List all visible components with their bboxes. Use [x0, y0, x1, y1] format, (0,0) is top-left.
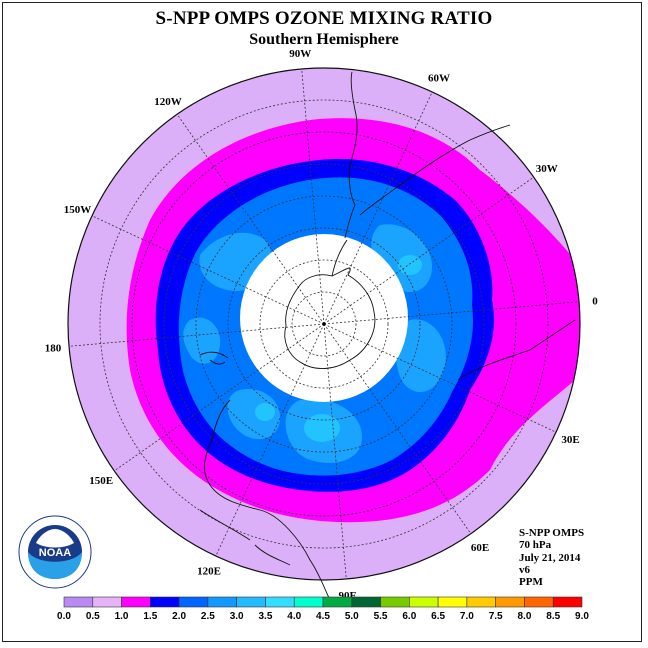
meridian-line	[114, 323, 325, 472]
south-america-coast	[344, 71, 358, 239]
units-label: PPM	[519, 576, 543, 589]
meridian-label: 120W	[154, 96, 182, 108]
south-pole-dot	[322, 322, 326, 326]
meridian-label: 30E	[561, 434, 579, 446]
meridian-label: 180	[45, 343, 62, 355]
africa-coast	[457, 319, 576, 381]
map-border	[67, 67, 581, 581]
meridian-label: 150W	[64, 204, 92, 216]
meridian-label: 90E	[339, 590, 357, 602]
meridian-line	[323, 301, 580, 325]
meridian-line	[323, 323, 347, 580]
date-label: July 21, 2014	[519, 551, 581, 564]
antarctica-coast	[284, 267, 376, 369]
meridian-label: 30W	[536, 163, 558, 175]
pressure-level: 70 hPa	[519, 539, 552, 552]
meridian-line	[323, 323, 557, 433]
version-label: v6	[519, 563, 530, 576]
no-data-polar-night	[240, 234, 408, 402]
meridian-label: 150E	[89, 475, 113, 487]
map-title: S-NPP OMPS OZONE MIXING RATIO	[155, 8, 493, 29]
coastlines	[199, 71, 576, 601]
meridian-line	[176, 114, 325, 325]
meridian-label: 120E	[197, 566, 221, 578]
meridian-line	[323, 91, 433, 325]
new-zealand	[199, 351, 229, 365]
meridian-line	[215, 323, 325, 557]
meridian-label: 90W	[289, 48, 311, 60]
meridian-line	[323, 176, 534, 325]
grid-circles	[99, 99, 549, 549]
meridian-line	[68, 323, 325, 347]
noaa-logo: NOAA	[18, 515, 92, 589]
figure-frame	[2, 2, 642, 642]
meridian-label: 0	[592, 295, 598, 307]
meridian-line	[91, 215, 325, 325]
australia-coast	[203, 399, 331, 601]
indonesia	[199, 509, 291, 566]
grid-meridians	[68, 68, 580, 580]
meridian-line	[323, 323, 472, 534]
meridian-line	[301, 68, 325, 325]
south-america-coast-2	[359, 124, 511, 216]
map-subtitle: Southern Hemisphere	[249, 31, 399, 48]
logo-text: NOAA	[39, 547, 71, 559]
meridian-label: 60W	[428, 72, 450, 84]
instrument-label: S-NPP OMPS	[519, 527, 585, 539]
antarctic-peninsula	[331, 239, 348, 277]
info-block: S-NPP OMPS 70 hPa July 21, 2014 v6 PPM	[519, 527, 584, 588]
ozone-band-3.0-3.5	[255, 255, 422, 442]
meridian-label: 60E	[471, 542, 489, 554]
